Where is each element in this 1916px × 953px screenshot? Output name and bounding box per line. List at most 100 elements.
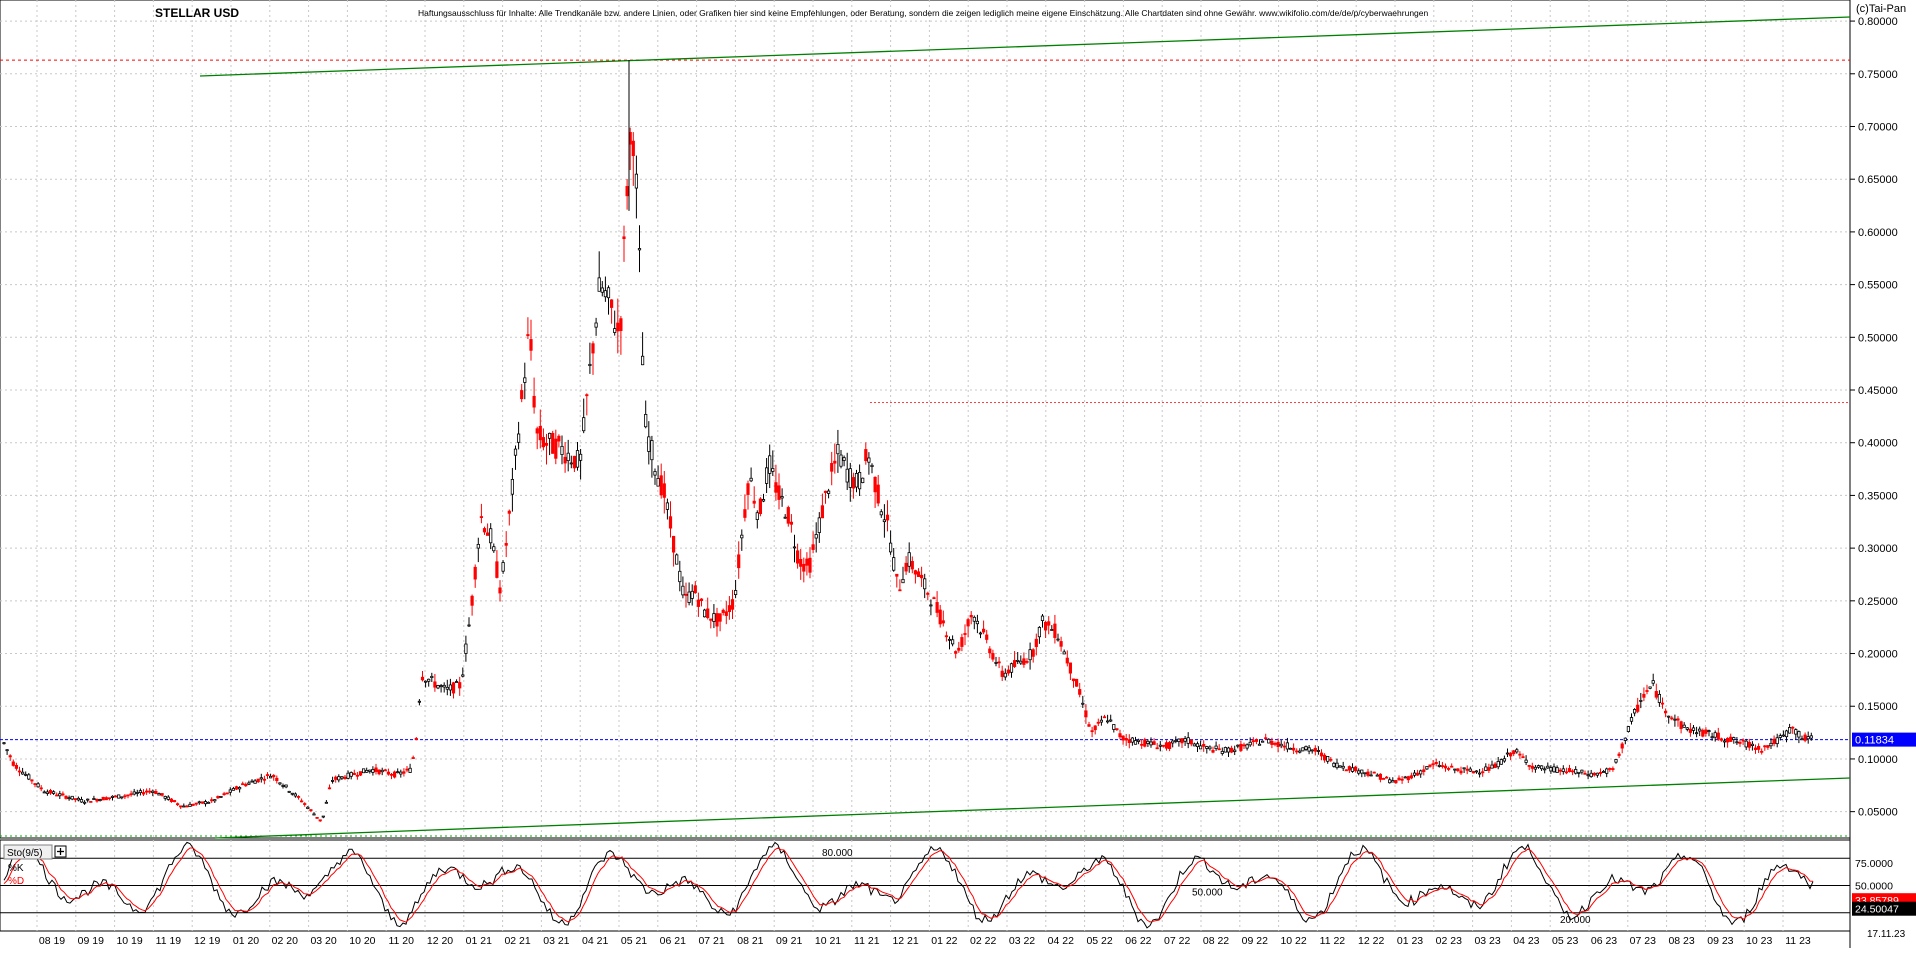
- candle-body: [1428, 764, 1432, 767]
- candle-body: [985, 634, 989, 640]
- candle-body: [966, 619, 970, 627]
- candle-body: [712, 613, 716, 622]
- candle-body: [892, 557, 896, 571]
- candle-body: [1369, 774, 1373, 777]
- candle-body: [169, 798, 173, 802]
- candle-body: [1381, 778, 1386, 780]
- candle-body: [1338, 765, 1342, 768]
- stoch-y-label: 50.0000: [1855, 881, 1893, 893]
- candle-body: [672, 535, 676, 553]
- candle-body: [1682, 724, 1686, 728]
- candle-body: [910, 560, 914, 570]
- candle-body: [464, 643, 468, 654]
- candle-body: [14, 764, 18, 769]
- candle-body: [681, 585, 685, 596]
- x-tick-label: 11 20: [388, 935, 414, 947]
- candle-body: [436, 685, 440, 689]
- candle-body: [1735, 741, 1739, 744]
- candle-body: [396, 771, 400, 774]
- x-tick-label: 08 21: [737, 935, 763, 947]
- candle-body: [1118, 733, 1122, 738]
- candle-body: [1512, 750, 1516, 755]
- candle-body: [951, 639, 955, 645]
- x-tick-label: 02 23: [1436, 935, 1462, 947]
- candle-body: [1809, 735, 1813, 739]
- candle-body: [1366, 771, 1370, 776]
- x-tick-label: 01 23: [1397, 935, 1423, 947]
- candle-body: [287, 790, 291, 793]
- candle-body: [352, 772, 356, 776]
- candle-body: [659, 475, 663, 496]
- candle-body: [895, 573, 899, 577]
- candle-body: [1329, 758, 1333, 761]
- current-price-badge: [1852, 732, 1916, 747]
- candle-body: [1199, 745, 1203, 750]
- candle-body: [33, 783, 37, 785]
- candle-body: [1664, 710, 1668, 714]
- candle-body: [647, 436, 651, 452]
- candle-body: [262, 778, 267, 781]
- x-tick-label: 10 23: [1746, 935, 1772, 947]
- candle-body: [920, 574, 924, 579]
- candle-body: [551, 432, 555, 454]
- candle-body: [278, 782, 282, 785]
- candle-body: [870, 464, 874, 467]
- candle-body: [1729, 736, 1733, 742]
- candle-body: [1357, 770, 1361, 774]
- candle-body: [324, 801, 329, 804]
- candle-body: [1233, 749, 1237, 752]
- candle-body: [1757, 745, 1761, 750]
- candle-body: [1270, 740, 1274, 745]
- candle-body: [1019, 660, 1023, 664]
- candle-body: [1211, 750, 1215, 753]
- x-tick-label: 04 22: [1048, 935, 1074, 947]
- candle-body: [1800, 738, 1804, 741]
- candle-body: [1586, 774, 1590, 777]
- candle-body: [1183, 738, 1187, 742]
- candle-body: [172, 800, 177, 803]
- candle-body: [1558, 769, 1562, 772]
- candle-body: [830, 463, 834, 472]
- candle-body: [361, 768, 366, 774]
- candle-body: [1230, 747, 1234, 753]
- candle-body: [374, 767, 378, 772]
- candle-body: [1571, 770, 1575, 773]
- candle-body: [606, 287, 611, 299]
- candle-body: [631, 140, 635, 157]
- candle-body: [656, 478, 660, 487]
- candle-body: [1685, 727, 1689, 730]
- candle-body: [1459, 770, 1463, 774]
- candle-body: [321, 815, 325, 818]
- current-price-label: 0.11834: [1855, 735, 1894, 747]
- candle-body: [786, 507, 790, 524]
- candle-body: [789, 521, 794, 525]
- candle-body: [244, 783, 248, 787]
- candle-body: [1766, 745, 1770, 748]
- candle-body: [696, 599, 701, 607]
- candle-body: [501, 562, 505, 572]
- candle-body: [61, 793, 65, 796]
- candle-body: [641, 355, 645, 366]
- candle-body: [52, 791, 56, 794]
- y-tick-label: 0.10000: [1858, 754, 1898, 766]
- candle-body: [268, 775, 273, 779]
- candle-body: [572, 455, 577, 469]
- candle-body: [827, 490, 831, 494]
- stoch-indicator-button[interactable]: [3, 844, 53, 860]
- candle-body: [1760, 750, 1764, 753]
- y-tick-label: 0.60000: [1858, 227, 1898, 239]
- candle-body: [1660, 702, 1665, 705]
- candle-body: [1220, 750, 1224, 754]
- x-tick-label: 02 22: [970, 935, 996, 947]
- candle-body: [1527, 764, 1531, 767]
- candle-body: [58, 793, 62, 797]
- x-tick-label: 12 19: [194, 935, 220, 947]
- candle-body: [557, 435, 561, 442]
- candle-body: [1059, 641, 1063, 647]
- candle-body: [1701, 729, 1705, 737]
- candle-body: [1075, 678, 1079, 687]
- x-tick-label: 12 22: [1358, 935, 1384, 947]
- candle-body: [1022, 658, 1026, 665]
- candle-body: [1009, 663, 1014, 673]
- candle-body: [1636, 704, 1640, 712]
